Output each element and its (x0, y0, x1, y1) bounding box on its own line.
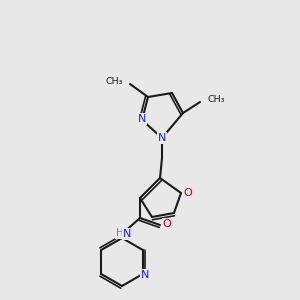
Text: N: N (158, 133, 166, 143)
Text: H: H (116, 228, 124, 238)
Text: O: O (163, 219, 171, 229)
Text: N: N (141, 270, 149, 280)
Text: CH₃: CH₃ (106, 77, 123, 86)
Text: N: N (123, 229, 131, 239)
Text: CH₃: CH₃ (207, 95, 224, 104)
Text: O: O (184, 188, 192, 198)
Text: N: N (138, 114, 146, 124)
